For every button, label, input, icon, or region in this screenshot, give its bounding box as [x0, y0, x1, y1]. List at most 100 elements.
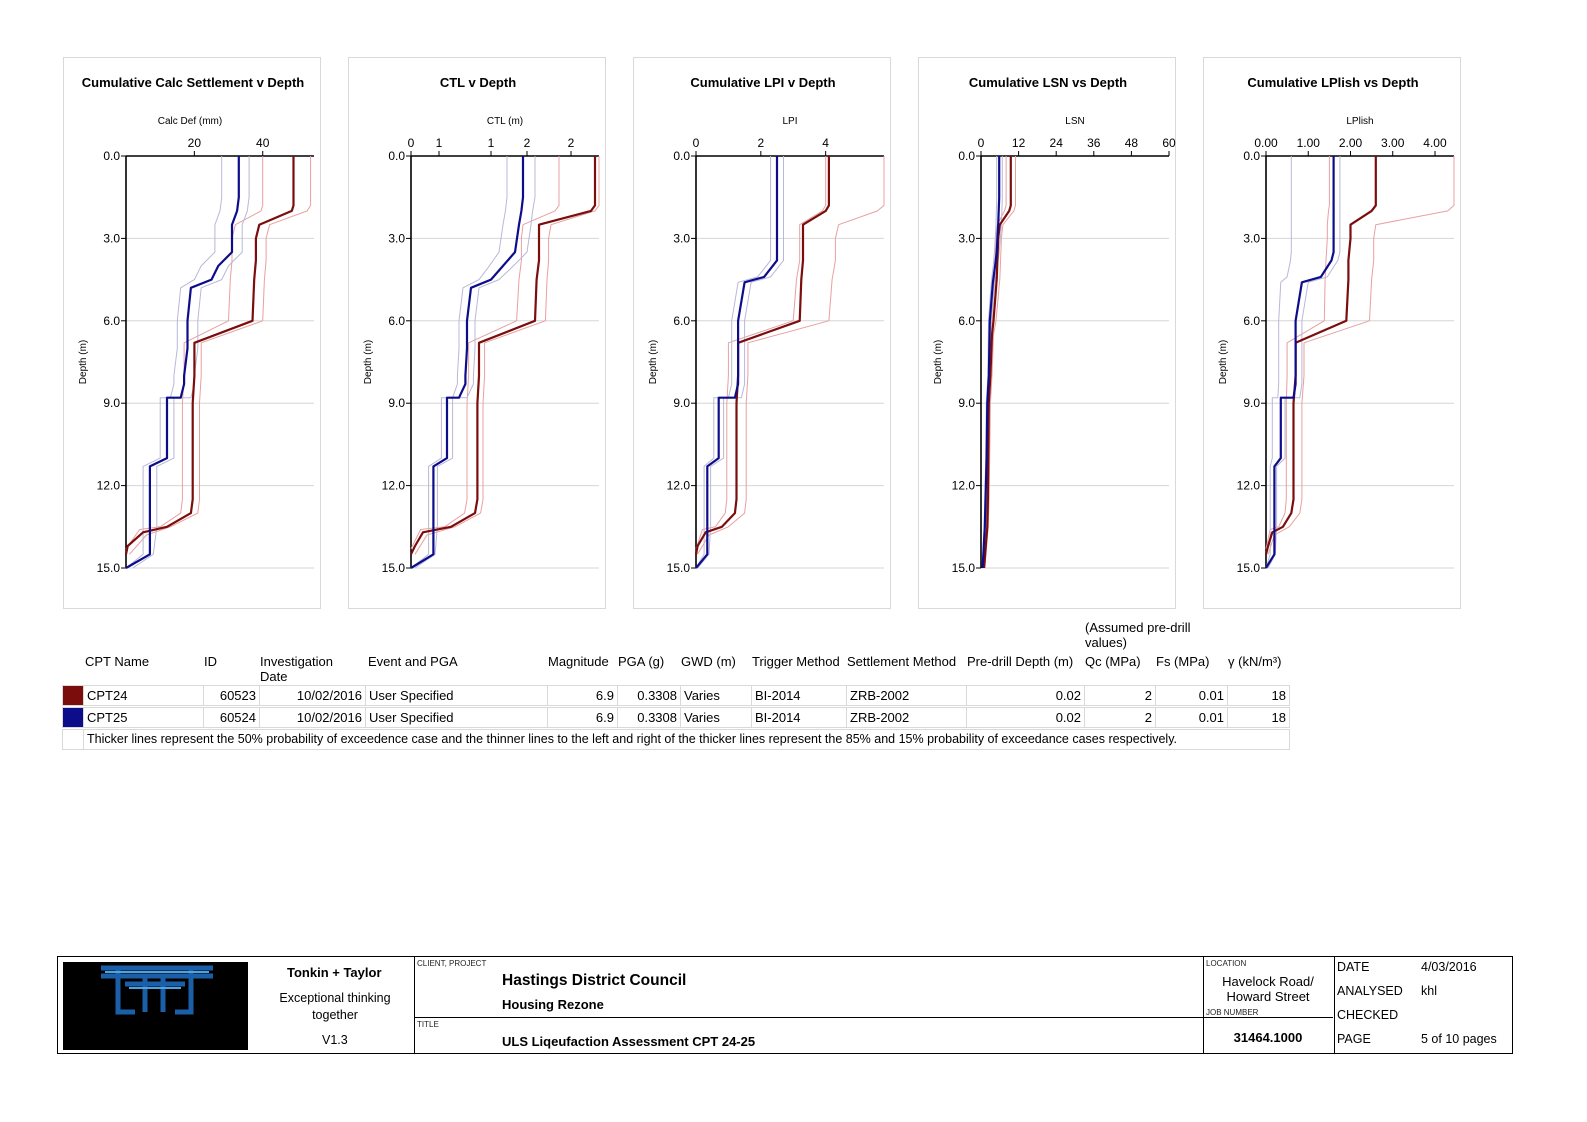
chart-panel-settlement: Cumulative Calc Settlement v Depth Calc D…	[63, 57, 321, 609]
cell-id: 60524	[203, 708, 259, 727]
cpt25-thin-line	[132, 156, 250, 569]
assumed-predrill-note: (Assumed pre-drill values)	[1085, 620, 1191, 650]
chart-svg: CTL v Depth CTL (m) Depth (m) 0.0 3.0 6.0 9.0 1…	[363, 75, 600, 575]
y-tick-label: 9.0	[673, 396, 690, 410]
y-tick-label: 3.0	[673, 231, 690, 245]
cell-id: 60523	[203, 686, 259, 705]
table-footnote: Thicker lines represent the 50% probabil…	[83, 730, 1289, 749]
header-trigger-method: Trigger Method	[752, 654, 840, 669]
y-tick-label: 9.0	[958, 396, 975, 410]
x-axis-label: CTL (m)	[487, 116, 523, 127]
analysed-value: khl	[1421, 984, 1437, 998]
chart-title: CTL v Depth	[440, 75, 516, 90]
x-tick-label: 4.00	[1423, 136, 1447, 150]
table-footnote-row: Thicker lines represent the 50% probabil…	[62, 729, 1290, 750]
cpt25-thick-line	[695, 156, 779, 569]
x-tick-label: 0.00	[1254, 136, 1278, 150]
cpt24-thin-line	[410, 156, 560, 550]
cpt24-thin-line	[984, 156, 1016, 569]
header-pga: PGA (g)	[618, 654, 665, 669]
x-tick-label: 2.00	[1339, 136, 1363, 150]
checked-label: CHECKED	[1337, 1008, 1399, 1022]
y-tick-label: 9.0	[103, 396, 120, 410]
x-tick-label: 3.00	[1381, 136, 1405, 150]
x-tick-label: 24	[1050, 136, 1064, 150]
location-value: Havelock Road/ Howard Street	[1222, 974, 1314, 1004]
cpt25-thick-line	[125, 156, 240, 569]
y-axis-label: Depth (m)	[1218, 340, 1229, 384]
x-axis-label: LSN	[1065, 116, 1084, 127]
cpt24-thick-line	[124, 156, 295, 555]
cell-magnitude: 6.9	[547, 686, 617, 705]
cpt24-thin-line	[414, 156, 600, 555]
client-name: Hastings District Council	[502, 972, 687, 989]
divider	[414, 957, 415, 1053]
chart-title: Cumulative LPI v Depth	[690, 75, 835, 90]
y-tick-label: 12.0	[952, 479, 976, 493]
cell-fs: 0.01	[1155, 708, 1227, 727]
header-id: ID	[204, 654, 217, 669]
template-version: V1.3	[322, 1033, 348, 1047]
divider	[414, 1017, 1333, 1018]
x-tick-label: 4	[822, 136, 829, 150]
cell-date: 10/02/2016	[259, 686, 365, 705]
header-gwd: GWD (m)	[681, 654, 736, 669]
cpt24-thick-line	[983, 156, 1012, 569]
x-tick-label: 40	[256, 136, 270, 150]
y-tick-label: 6.0	[388, 314, 405, 328]
y-tick-label: 9.0	[388, 396, 405, 410]
x-tick-label: 2	[568, 136, 575, 150]
cpt24-thin-line	[695, 156, 827, 549]
cell-event: User Specified	[365, 708, 547, 727]
title-label: TITLE	[417, 1020, 439, 1029]
header-settlement-method: Settlement Method	[847, 654, 957, 669]
cell-qc: 2	[1084, 686, 1155, 705]
x-tick-label: 12	[1012, 136, 1026, 150]
cpt25-thin-line	[1265, 156, 1292, 569]
cpt25-thin-line	[410, 156, 508, 569]
cpt24-thin-line	[125, 156, 264, 550]
cell-gwd: Varies	[680, 708, 751, 727]
cpt24-thick-line	[410, 156, 597, 555]
y-tick-label: 6.0	[958, 314, 975, 328]
y-tick-label: 6.0	[673, 314, 690, 328]
cell-magnitude: 6.9	[547, 708, 617, 727]
y-tick-label: 0.0	[673, 149, 690, 163]
divider	[1203, 957, 1204, 1053]
header-fs: Fs (MPa)	[1156, 654, 1210, 669]
cell-date: 10/02/2016	[259, 708, 365, 727]
y-tick-label: 12.0	[382, 479, 406, 493]
location-label: LOCATION	[1206, 959, 1247, 968]
y-axis-label: Depth (m)	[933, 340, 944, 384]
y-tick-label: 15.0	[97, 561, 121, 575]
cpt25-thick-line	[1265, 156, 1335, 569]
cpt24-thin-line	[129, 156, 312, 555]
y-tick-label: 15.0	[667, 561, 691, 575]
company-name: Tonkin + Taylor	[287, 965, 382, 980]
x-axis-label: LPI	[782, 116, 797, 127]
date-label: DATE	[1337, 960, 1370, 974]
header-qc: Qc (MPa)	[1085, 654, 1141, 669]
x-tick-label: 0	[693, 136, 700, 150]
company-tagline: Exceptional thinking together	[279, 991, 391, 1022]
client-project-label: CLIENT, PROJECT	[417, 959, 487, 968]
drawing-title: ULS Liqeufaction Assessment CPT 24-25	[502, 1034, 756, 1049]
y-axis-label: Depth (m)	[363, 340, 374, 384]
cell-predrill: 0.02	[966, 708, 1084, 727]
cpt25-thin-line	[695, 156, 772, 569]
x-tick-label: 2	[524, 136, 531, 150]
divider	[1334, 957, 1335, 1053]
cpt24-thin-line	[1265, 156, 1330, 549]
cpt25-thin-line	[125, 156, 223, 569]
x-tick-label: 1	[488, 136, 495, 150]
logo-mark-icon	[101, 965, 213, 1015]
y-tick-label: 6.0	[1243, 314, 1260, 328]
date-value: 4/03/2016	[1421, 960, 1477, 974]
y-tick-label: 0.0	[958, 149, 975, 163]
cell-qc: 2	[1084, 708, 1155, 727]
page-label: PAGE	[1337, 1032, 1371, 1046]
y-tick-label: 3.0	[958, 231, 975, 245]
y-tick-label: 0.0	[1243, 149, 1260, 163]
cpt25-thick-line	[981, 156, 1001, 569]
chart-panel-lplish: Cumulative LPlish vs Depth LPlish Depth (m…	[1203, 57, 1461, 609]
